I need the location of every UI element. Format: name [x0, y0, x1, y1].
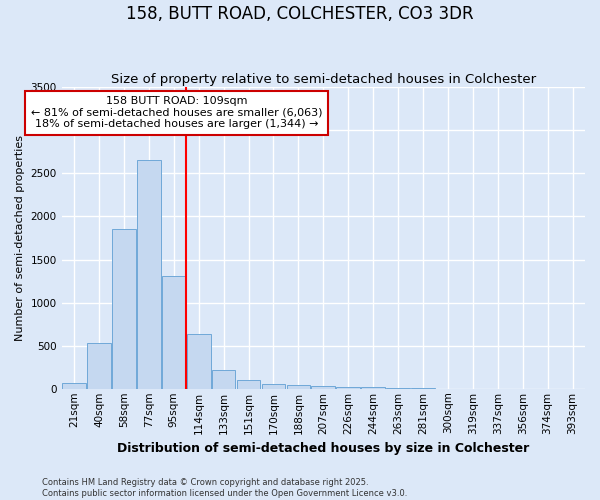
Bar	[237, 380, 260, 389]
Text: Contains HM Land Registry data © Crown copyright and database right 2025.
Contai: Contains HM Land Registry data © Crown c…	[42, 478, 407, 498]
X-axis label: Distribution of semi-detached houses by size in Colchester: Distribution of semi-detached houses by …	[117, 442, 529, 455]
Bar	[361, 388, 385, 389]
Bar	[187, 334, 211, 389]
Y-axis label: Number of semi-detached properties: Number of semi-detached properties	[15, 135, 25, 341]
Bar	[87, 343, 111, 389]
Bar	[112, 230, 136, 389]
Text: 158 BUTT ROAD: 109sqm
← 81% of semi-detached houses are smaller (6,063)
18% of s: 158 BUTT ROAD: 109sqm ← 81% of semi-deta…	[31, 96, 323, 130]
Bar	[386, 388, 410, 389]
Bar	[262, 384, 286, 389]
Bar	[137, 160, 161, 389]
Bar	[287, 385, 310, 389]
Bar	[212, 370, 235, 389]
Bar	[62, 382, 86, 389]
Bar	[311, 386, 335, 389]
Bar	[337, 387, 360, 389]
Title: Size of property relative to semi-detached houses in Colchester: Size of property relative to semi-detach…	[111, 73, 536, 86]
Bar	[162, 276, 185, 389]
Text: 158, BUTT ROAD, COLCHESTER, CO3 3DR: 158, BUTT ROAD, COLCHESTER, CO3 3DR	[126, 5, 474, 23]
